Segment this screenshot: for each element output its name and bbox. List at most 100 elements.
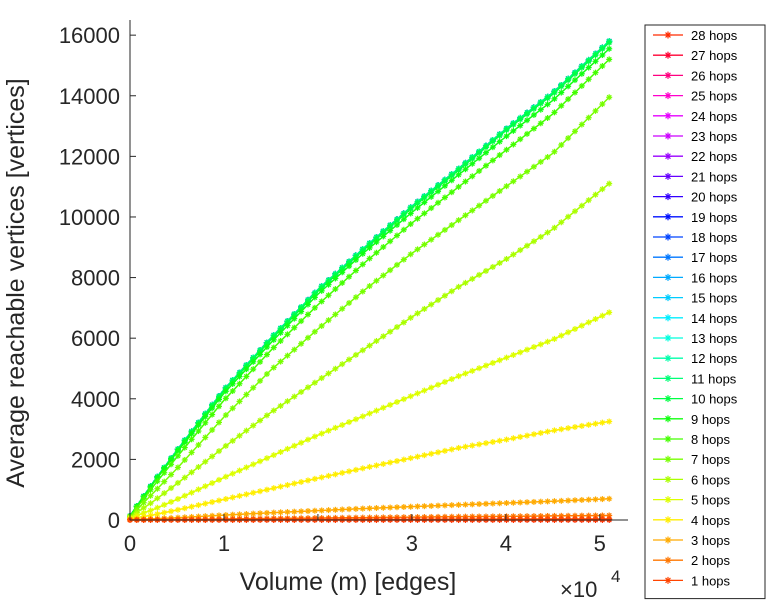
data-point xyxy=(359,261,366,268)
data-point xyxy=(537,341,544,348)
data-point xyxy=(551,109,558,116)
data-point xyxy=(414,215,421,222)
data-point xyxy=(462,501,469,508)
data-point xyxy=(407,393,414,400)
data-point xyxy=(352,267,359,274)
data-point xyxy=(393,324,400,331)
data-point xyxy=(496,152,503,159)
data-point xyxy=(311,433,318,440)
data-point xyxy=(400,211,407,218)
data-point xyxy=(414,390,421,397)
data-point xyxy=(414,310,421,317)
data-point xyxy=(462,161,469,168)
data-point xyxy=(174,447,181,454)
data-point xyxy=(277,337,284,344)
data-point xyxy=(325,427,332,434)
data-point xyxy=(469,501,476,508)
data-point xyxy=(263,351,270,358)
data-point xyxy=(414,204,421,211)
data-point xyxy=(304,477,311,484)
data-point xyxy=(558,141,565,148)
legend-label: 23 hops xyxy=(691,129,738,144)
data-point xyxy=(243,391,250,398)
data-point xyxy=(181,474,188,481)
data-point xyxy=(578,64,585,71)
data-point xyxy=(571,208,578,215)
legend-label: 18 hops xyxy=(691,230,738,245)
legend-marker xyxy=(664,92,672,100)
data-point xyxy=(387,238,394,245)
data-point xyxy=(257,488,264,495)
data-point xyxy=(291,480,298,487)
data-point xyxy=(441,447,448,454)
data-point xyxy=(435,502,442,509)
legend-item: 8 hops xyxy=(653,432,731,447)
data-point xyxy=(551,335,558,342)
data-point xyxy=(476,202,483,209)
data-point xyxy=(332,286,339,293)
data-point xyxy=(263,486,270,493)
data-point xyxy=(339,516,346,523)
data-point xyxy=(339,269,346,276)
data-point xyxy=(284,482,291,489)
data-point xyxy=(161,478,168,485)
data-point xyxy=(530,431,537,438)
data-point xyxy=(469,207,476,214)
legend-item: 17 hops xyxy=(653,250,738,265)
data-point xyxy=(510,499,517,506)
data-point xyxy=(352,294,359,301)
data-point xyxy=(537,106,544,113)
legend-item: 26 hops xyxy=(653,68,738,83)
data-point xyxy=(414,516,421,523)
data-point xyxy=(462,443,469,450)
data-point xyxy=(277,358,284,365)
data-point xyxy=(599,52,606,59)
data-point xyxy=(571,424,578,431)
legend-label: 28 hops xyxy=(691,28,738,43)
data-point xyxy=(174,452,181,459)
legend-marker xyxy=(664,51,672,59)
data-point xyxy=(161,501,168,508)
data-point xyxy=(393,232,400,239)
data-point xyxy=(140,504,147,511)
data-point xyxy=(592,420,599,427)
data-point xyxy=(188,449,195,456)
data-point xyxy=(517,433,524,440)
data-point xyxy=(373,277,380,284)
data-point xyxy=(537,120,544,127)
data-point xyxy=(236,432,243,439)
data-point xyxy=(229,388,236,395)
data-point xyxy=(380,404,387,411)
data-point xyxy=(530,238,537,245)
data-point xyxy=(524,111,531,118)
data-point xyxy=(243,464,250,471)
data-point xyxy=(544,428,551,435)
data-point xyxy=(585,58,592,65)
data-point xyxy=(441,292,448,299)
legend-box xyxy=(644,24,766,600)
data-point xyxy=(339,305,346,312)
data-point xyxy=(400,216,407,223)
data-point xyxy=(373,239,380,246)
data-point xyxy=(161,509,168,516)
data-point xyxy=(544,229,551,236)
data-point xyxy=(489,157,496,164)
data-point xyxy=(558,516,565,523)
x-tick-label: 2 xyxy=(312,531,324,556)
legend-item: 9 hops xyxy=(653,412,731,427)
legend-label: 12 hops xyxy=(691,351,738,366)
data-point xyxy=(503,133,510,140)
data-point xyxy=(387,328,394,335)
data-point xyxy=(284,322,291,329)
data-point xyxy=(174,479,181,486)
data-point xyxy=(387,227,394,234)
data-point xyxy=(476,516,483,523)
data-point xyxy=(407,210,414,217)
y-tick-label: 12000 xyxy=(59,144,120,169)
series-line xyxy=(129,420,610,520)
legend-label: 2 hops xyxy=(691,553,731,568)
data-point xyxy=(482,144,489,151)
data-point xyxy=(599,419,606,426)
data-point xyxy=(270,509,277,516)
data-point xyxy=(270,364,277,371)
